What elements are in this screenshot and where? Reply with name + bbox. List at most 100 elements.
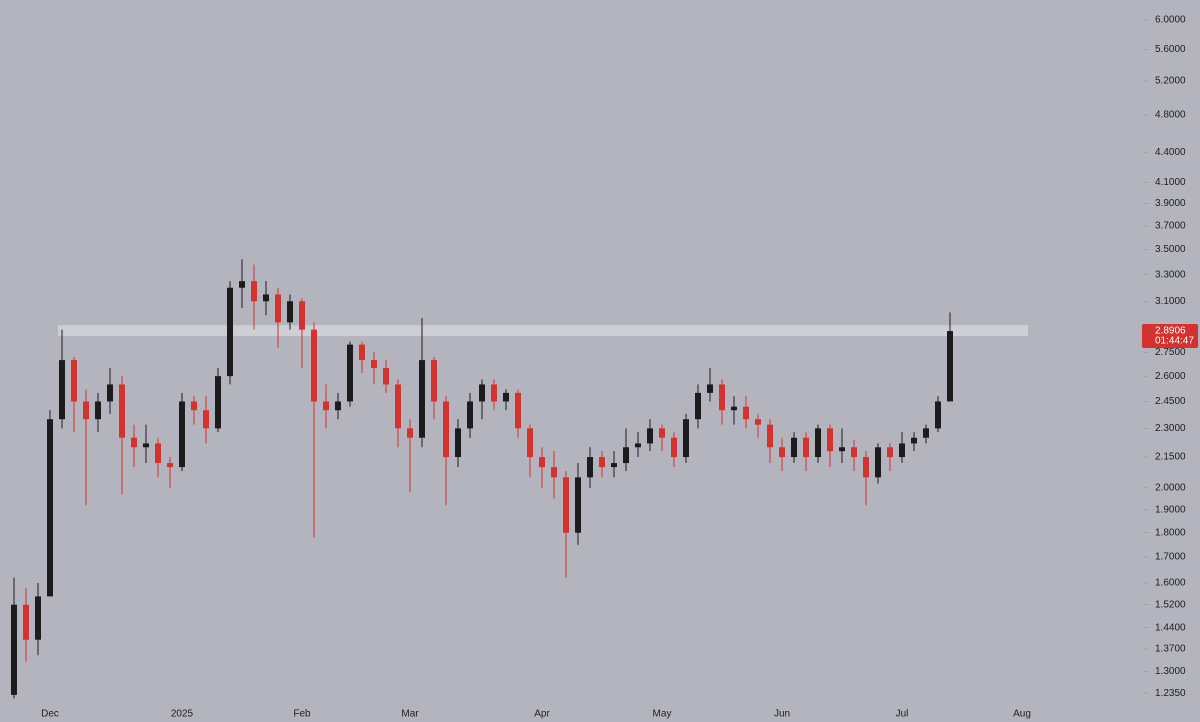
candle-body (275, 294, 281, 323)
candle-body (191, 401, 197, 411)
x-tick-label: May (653, 709, 672, 720)
candle-body (35, 596, 41, 640)
y-tick-label: 3.5000 (1155, 244, 1186, 255)
candle-body (359, 344, 365, 361)
y-tick-label: 2.4500 (1155, 396, 1186, 407)
candle-body (407, 428, 413, 438)
resistance-zone (58, 325, 1028, 337)
candle-body (83, 401, 89, 420)
candle-body (299, 301, 305, 330)
y-tick-label: 6.0000 (1155, 15, 1186, 26)
candle-body (47, 419, 53, 597)
candle-body (707, 384, 713, 393)
candle-body (251, 281, 257, 302)
candle-body (107, 384, 113, 402)
candle-body (395, 384, 401, 429)
candle-body (167, 463, 173, 468)
y-tick-label: 1.3700 (1155, 644, 1186, 655)
candle-body (23, 604, 29, 640)
countdown: 01:44:47 (1155, 336, 1194, 347)
x-tick-label: Aug (1013, 709, 1031, 720)
y-tick-label: 1.9000 (1155, 504, 1186, 515)
candle-body (779, 447, 785, 458)
candle-body (647, 428, 653, 444)
candle-body (383, 368, 389, 385)
candle-body (215, 376, 221, 429)
candle-body (443, 401, 449, 458)
candle-body (95, 401, 101, 420)
candle-body (923, 428, 929, 438)
candle-body (791, 437, 797, 458)
candle-body (839, 447, 845, 452)
candle-body (875, 447, 881, 478)
x-tick-label: 2025 (171, 709, 194, 720)
candle-body (899, 443, 905, 458)
candle-body (827, 428, 833, 452)
candle-body (551, 467, 557, 478)
x-tick-label: Jun (774, 709, 790, 720)
candle-body (227, 287, 233, 377)
candle-body (755, 419, 761, 425)
x-tick-label: Apr (534, 709, 550, 720)
x-tick-label: Dec (41, 709, 59, 720)
candle-body (419, 360, 425, 438)
candle-body (263, 294, 269, 302)
candle-body (467, 401, 473, 429)
candle-body (503, 392, 509, 402)
candle-body (335, 401, 341, 411)
candle-body (815, 428, 821, 458)
candle-body (743, 406, 749, 420)
candle-body (527, 428, 533, 458)
candle-body (623, 447, 629, 464)
candle-body (863, 457, 869, 478)
candle-body (947, 331, 953, 402)
candle-body (587, 457, 593, 478)
candle-body (851, 447, 857, 458)
candle-body (179, 401, 185, 468)
candle-body (323, 401, 329, 411)
y-tick-label: 1.3000 (1155, 666, 1186, 677)
candle-body (371, 360, 377, 369)
candle-body (287, 301, 293, 323)
y-tick-label: 5.6000 (1155, 44, 1186, 55)
y-tick-label: 1.5200 (1155, 599, 1186, 610)
candle-body (695, 392, 701, 420)
candle-body (431, 360, 437, 402)
candle-body (683, 419, 689, 458)
candle-body (347, 344, 353, 402)
candle-body (911, 437, 917, 444)
y-tick-label: 1.7000 (1155, 552, 1186, 563)
y-tick-label: 2.6000 (1155, 371, 1186, 382)
y-tick-label: 2.0000 (1155, 483, 1186, 494)
candle-body (155, 443, 161, 464)
y-tick-label: 2.7500 (1155, 347, 1186, 358)
candle-body (71, 360, 77, 402)
y-tick-label: 1.2350 (1155, 688, 1186, 699)
candle-body (659, 428, 665, 438)
candle-body (143, 443, 149, 448)
y-tick-label: 4.4000 (1155, 147, 1186, 158)
y-tick-label: 1.4400 (1155, 622, 1186, 633)
y-tick-label: 2.1500 (1155, 452, 1186, 463)
candle-body (119, 384, 125, 438)
candle-body (887, 447, 893, 458)
candle-body (539, 457, 545, 468)
candle-body (491, 384, 497, 402)
y-tick-label: 4.1000 (1155, 177, 1186, 188)
candle-body (767, 424, 773, 448)
candle-body (803, 437, 809, 458)
candle-body (311, 329, 317, 402)
last-price: 2.8906 (1155, 326, 1186, 337)
candle-body (635, 443, 641, 448)
x-tick-label: Mar (401, 709, 419, 720)
y-tick-label: 1.6000 (1155, 578, 1186, 589)
candle-body (611, 463, 617, 468)
candle-body (455, 428, 461, 458)
y-tick-label: 3.7000 (1155, 221, 1186, 232)
price-label-box (1142, 324, 1198, 349)
candle-body (575, 477, 581, 533)
x-tick-label: Feb (293, 709, 311, 720)
y-tick-label: 3.1000 (1155, 296, 1186, 307)
